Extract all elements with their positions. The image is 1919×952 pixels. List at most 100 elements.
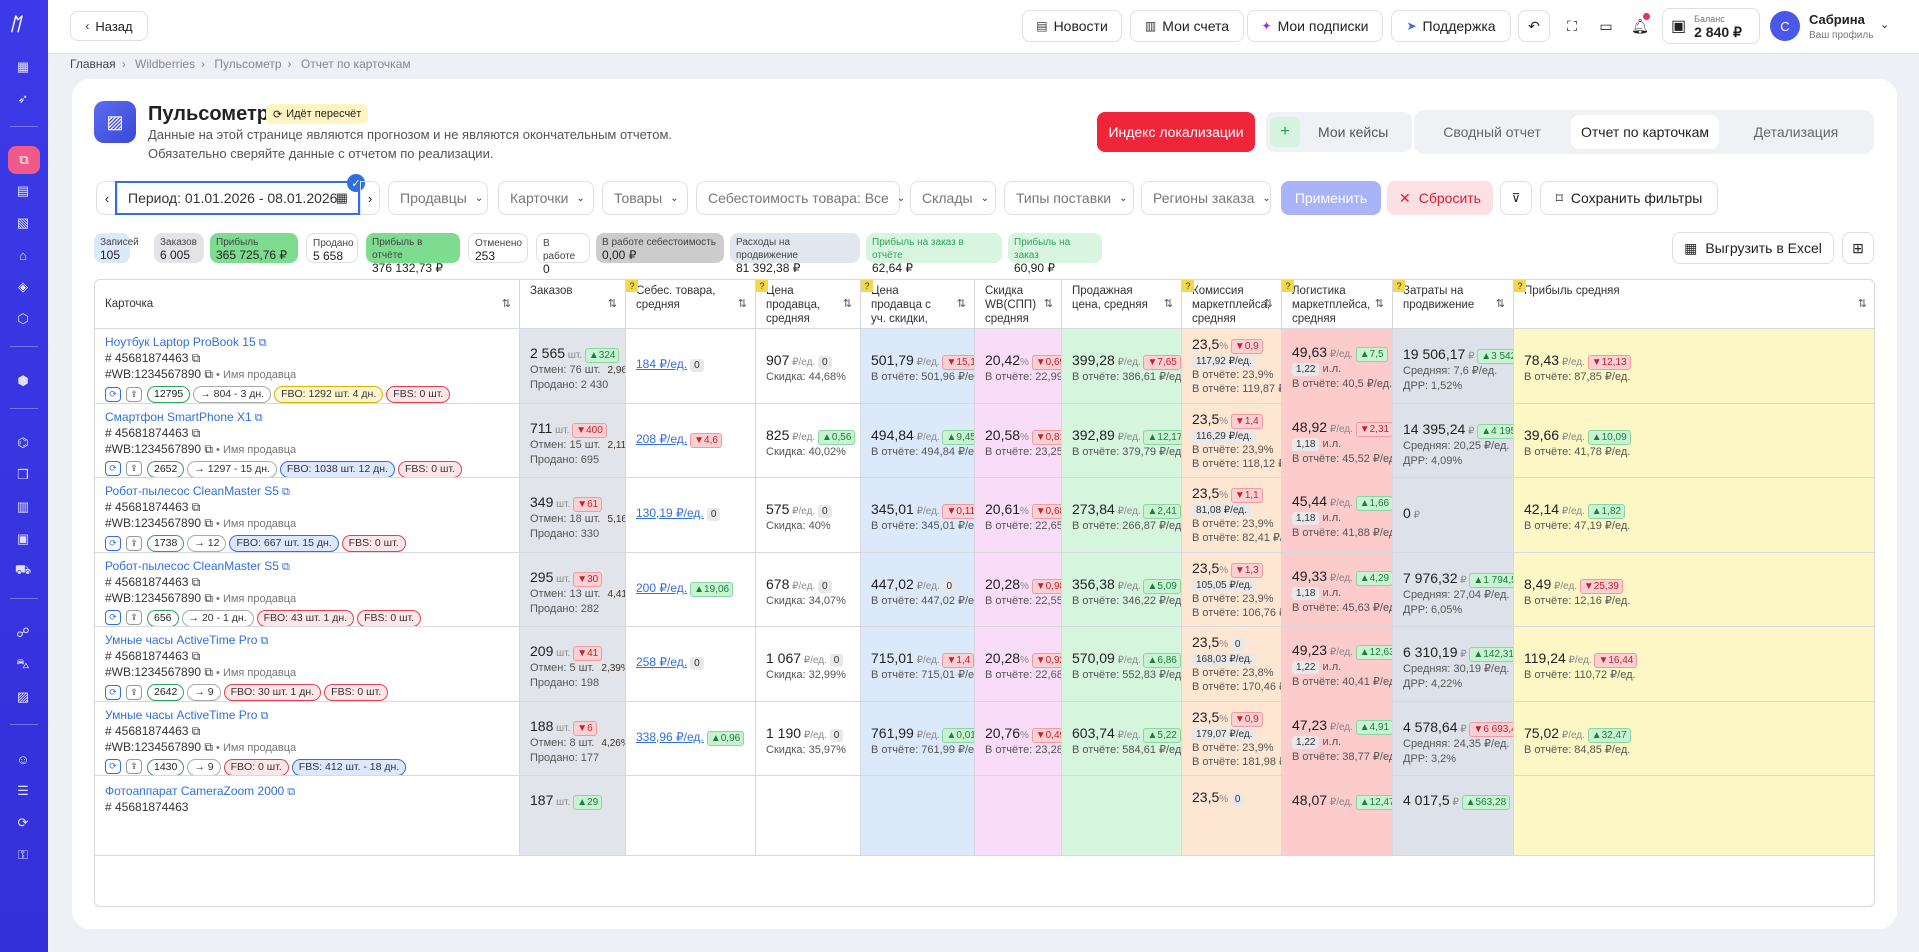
supply-types-select[interactable]: Типы поставки ⌄ (1004, 181, 1134, 215)
col-header-9[interactable]: Затраты на продвижение ⇅? (1393, 280, 1514, 329)
clear-filter-button[interactable]: ⊽ (1500, 181, 1532, 215)
product-link[interactable]: Фотоаппарат CameraZoom 2000 (105, 784, 285, 798)
sync-icon[interactable]: ⟳ (105, 759, 121, 775)
undo-button[interactable]: ↶ (1518, 10, 1550, 42)
tab-cards[interactable]: Отчет по карточкам (1571, 115, 1719, 149)
share-icon[interactable]: ⇪ (126, 684, 142, 700)
sort-icon[interactable]: ⇅ (607, 298, 617, 310)
cart-icon[interactable]: ⛍ (16, 656, 30, 671)
package-icon[interactable]: ❒ (17, 467, 29, 482)
list-icon[interactable]: ☰ (17, 783, 29, 798)
notifications-button[interactable]: 🔔︎ (1624, 10, 1656, 42)
col-header-7[interactable]: Комиссия маркетплейса, средняя ⇅? (1182, 280, 1282, 329)
product-link[interactable]: Робот-пылесос CleanMaster S5 (105, 484, 279, 498)
rocket-icon[interactable]: ➶ (17, 91, 29, 106)
avatar[interactable]: С (1770, 11, 1800, 41)
period-next-button[interactable]: › (360, 181, 380, 215)
product-link[interactable]: Ноутбук Laptop ProBook 15 (105, 335, 256, 349)
cards-select[interactable]: Карточки ⌄ (498, 181, 594, 215)
sort-icon[interactable]: ⇅ (956, 298, 966, 310)
col-header-6[interactable]: Продажная цена, средняя ⇅ (1062, 280, 1182, 329)
apply-button[interactable]: Применить (1281, 181, 1381, 215)
product-link[interactable]: Умные часы ActiveTime Pro (105, 633, 258, 647)
bank-icon[interactable]: ⌬ (17, 435, 29, 450)
building-icon[interactable]: ▥ (16, 499, 30, 514)
sync-icon[interactable]: ⟳ (105, 461, 121, 477)
support-button[interactable]: ➤ Поддержка (1391, 10, 1511, 42)
col-header-0[interactable]: Карточка ⇅ (95, 280, 520, 329)
col-header-4[interactable]: Цена продавца с уч. скидки, средняя⇅? (861, 280, 975, 339)
sort-icon[interactable]: ⇅ (1495, 298, 1505, 310)
cost-link[interactable]: 338,96 ₽/ед. (636, 729, 704, 744)
truck-icon[interactable]: ⛟ (14, 562, 32, 577)
share-icon[interactable]: ⇪ (126, 386, 142, 402)
columns-settings-button[interactable]: ⊞ (1842, 232, 1874, 264)
period-prev-button[interactable]: ‹ (96, 181, 118, 215)
cost-select[interactable]: Себестоимость товара: Все ⌄ (696, 181, 905, 215)
sync-icon[interactable]: ⟳ (105, 684, 121, 700)
warehouses-select[interactable]: Склады ⌄ (910, 181, 996, 215)
my-cases-button[interactable]: + Мои кейсы (1266, 112, 1412, 152)
crumb-home[interactable]: Главная (70, 57, 116, 71)
share-icon[interactable]: ⇪ (126, 535, 142, 551)
col-header-8[interactable]: Логистика маркетплейса, средняя ⇅? (1282, 280, 1393, 329)
share-icon[interactable]: ⇪ (126, 610, 142, 626)
sort-icon[interactable]: ⇅ (737, 298, 747, 310)
tag-icon[interactable]: ◈ (18, 279, 28, 294)
product-link[interactable]: Умные часы ActiveTime Pro (105, 707, 258, 722)
sync-icon[interactable]: ⟳ (17, 815, 29, 830)
reset-button[interactable]: ✕ Сбросить (1387, 181, 1493, 215)
dashboard-icon[interactable]: ▦ (16, 59, 30, 74)
help-icon[interactable]: ? (1514, 280, 1526, 292)
subscriptions-button[interactable]: ✦ Мои подписки (1247, 10, 1383, 42)
sync-icon[interactable]: ⟳ (105, 386, 121, 402)
sort-icon[interactable]: ⇅ (1374, 298, 1384, 310)
sort-icon[interactable]: ⇅ (501, 298, 511, 310)
help-icon[interactable]: ? (1182, 280, 1194, 292)
localization-index-button[interactable]: Индекс локализации (1097, 112, 1255, 152)
users-icon[interactable]: ☺ (16, 751, 30, 767)
cost-link[interactable]: 208 ₽/ед. (636, 431, 688, 446)
help-icon[interactable]: ? (626, 280, 638, 292)
warehouse-icon[interactable]: ⌂ (19, 247, 27, 263)
fullscreen-button[interactable]: ⛶ (1556, 10, 1588, 42)
share-icon[interactable]: ⇪ (126, 759, 142, 775)
cube-settings-icon[interactable]: ⬢ (17, 373, 29, 388)
export-excel-button[interactable]: ▦ Выгрузить в Excel (1672, 232, 1834, 264)
sync-icon[interactable]: ⟳ (105, 535, 121, 551)
tab-details[interactable]: Детализация (1753, 124, 1839, 140)
cost-link[interactable]: 184 ₽/ед. (636, 357, 688, 371)
balance-widget[interactable]: ▣ Баланс 2 840 ₽ (1662, 8, 1760, 44)
cost-link[interactable]: 130,19 ₽/ед. (636, 506, 704, 520)
logo-icon[interactable]: ᛖ (10, 14, 21, 34)
chevron-down-icon[interactable]: ⌄ (1880, 19, 1890, 31)
chart-icon[interactable]: ▧ (16, 215, 30, 230)
sort-icon[interactable]: ⇅ (1163, 298, 1173, 310)
col-header-5[interactable]: Скидка WB(СПП) средняя ⇅ (975, 280, 1062, 329)
tab-summary[interactable]: Сводный отчет (1443, 124, 1541, 140)
news-button[interactable]: ▤ Новости (1022, 10, 1122, 42)
accounts-button[interactable]: ▥ Мои счета (1130, 10, 1244, 42)
pulse-icon[interactable]: ⧉ (8, 146, 40, 174)
user-profile-link[interactable]: Ваш профиль (1809, 30, 1874, 41)
col-header-3[interactable]: Цена продавца, средняя ⇅? (756, 280, 861, 329)
report-icon[interactable]: ▤ (16, 183, 30, 198)
cost-link[interactable]: 258 ₽/ед. (636, 655, 688, 669)
payments-icon[interactable]: ▨ (16, 689, 30, 704)
product-link[interactable]: Робот-пылесос CleanMaster S5 (105, 558, 279, 573)
period-input[interactable]: Период: 01.01.2026 - 08.01.2026 ▦ (115, 181, 360, 215)
sync-icon[interactable]: ⟳ (105, 610, 121, 626)
col-header-2[interactable]: Себес. товара, средняя ⇅? (626, 280, 756, 329)
cost-link[interactable]: 200 ₽/ед. (636, 580, 688, 595)
products-select[interactable]: Товары ⌄ (602, 181, 688, 215)
user-name[interactable]: Сабрина (1809, 12, 1865, 27)
help-icon[interactable]: ? (756, 280, 768, 292)
help-icon[interactable]: ? (1393, 280, 1405, 292)
sort-icon[interactable]: ⇅ (1043, 298, 1053, 310)
sort-icon[interactable]: ⇅ (1263, 298, 1273, 310)
sort-icon[interactable]: ⇅ (1857, 298, 1867, 310)
crumb-pulsometer[interactable]: Пульсометр (214, 57, 282, 71)
box-icon[interactable]: ⬡ (17, 311, 29, 326)
sellers-select[interactable]: Продавцы ⌄ (388, 181, 488, 215)
crumb-wildberries[interactable]: Wildberries (135, 57, 196, 71)
